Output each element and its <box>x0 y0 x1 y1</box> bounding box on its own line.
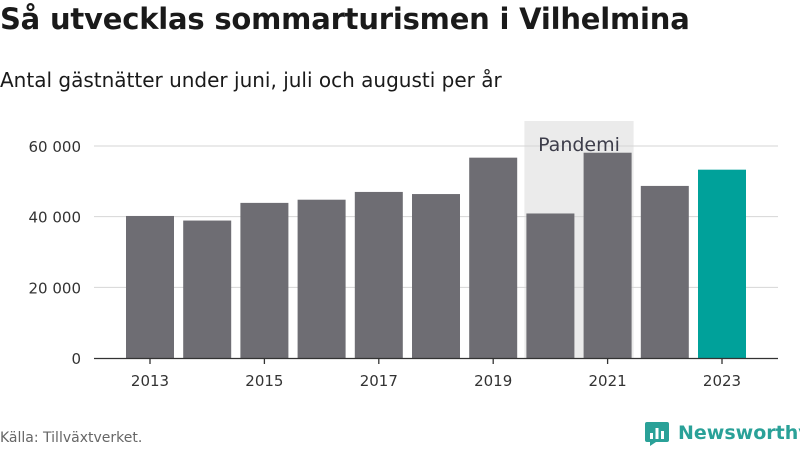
bar-2020 <box>526 213 575 358</box>
bar-2023 <box>698 169 746 358</box>
bar-2017 <box>354 191 403 358</box>
x-tick-label: 2013 <box>131 372 169 390</box>
y-tick-label: 60 000 <box>29 138 82 156</box>
brand: Newsworthy <box>644 420 800 446</box>
chart-title: Så utvecklas sommarturismen i Vilhelmina <box>0 2 690 36</box>
y-tick-label: 0 <box>71 350 81 368</box>
bar-2022 <box>640 185 689 358</box>
bar-2018 <box>412 194 460 358</box>
x-tick-label: 2021 <box>589 372 627 390</box>
y-tick-label: 20 000 <box>29 279 82 297</box>
x-tick-label: 2017 <box>360 372 398 390</box>
bar-2013 <box>126 215 174 358</box>
newsworthy-logo-icon <box>645 422 669 446</box>
bar-2015 <box>240 202 289 358</box>
y-tick-label: 40 000 <box>29 209 82 227</box>
bar-2016 <box>297 199 346 358</box>
source-note: Källa: Tillväxtverket. <box>0 430 143 446</box>
bar-2019 <box>469 157 518 358</box>
x-tick-label: 2015 <box>245 372 283 390</box>
bar-2021 <box>583 152 632 358</box>
bar-chart: 0 20 000 40 000 60 000 Pandemi 2013 2015 2017 20… <box>29 121 778 390</box>
bar-2014 <box>183 220 232 358</box>
pandemic-label: Pandemi <box>538 134 620 156</box>
brand-name: Newsworthy <box>678 422 800 444</box>
chart-subtitle: Antal gästnätter under juni, juli och au… <box>0 68 502 92</box>
x-tick-label: 2023 <box>703 372 741 390</box>
x-tick-label: 2019 <box>474 372 512 390</box>
